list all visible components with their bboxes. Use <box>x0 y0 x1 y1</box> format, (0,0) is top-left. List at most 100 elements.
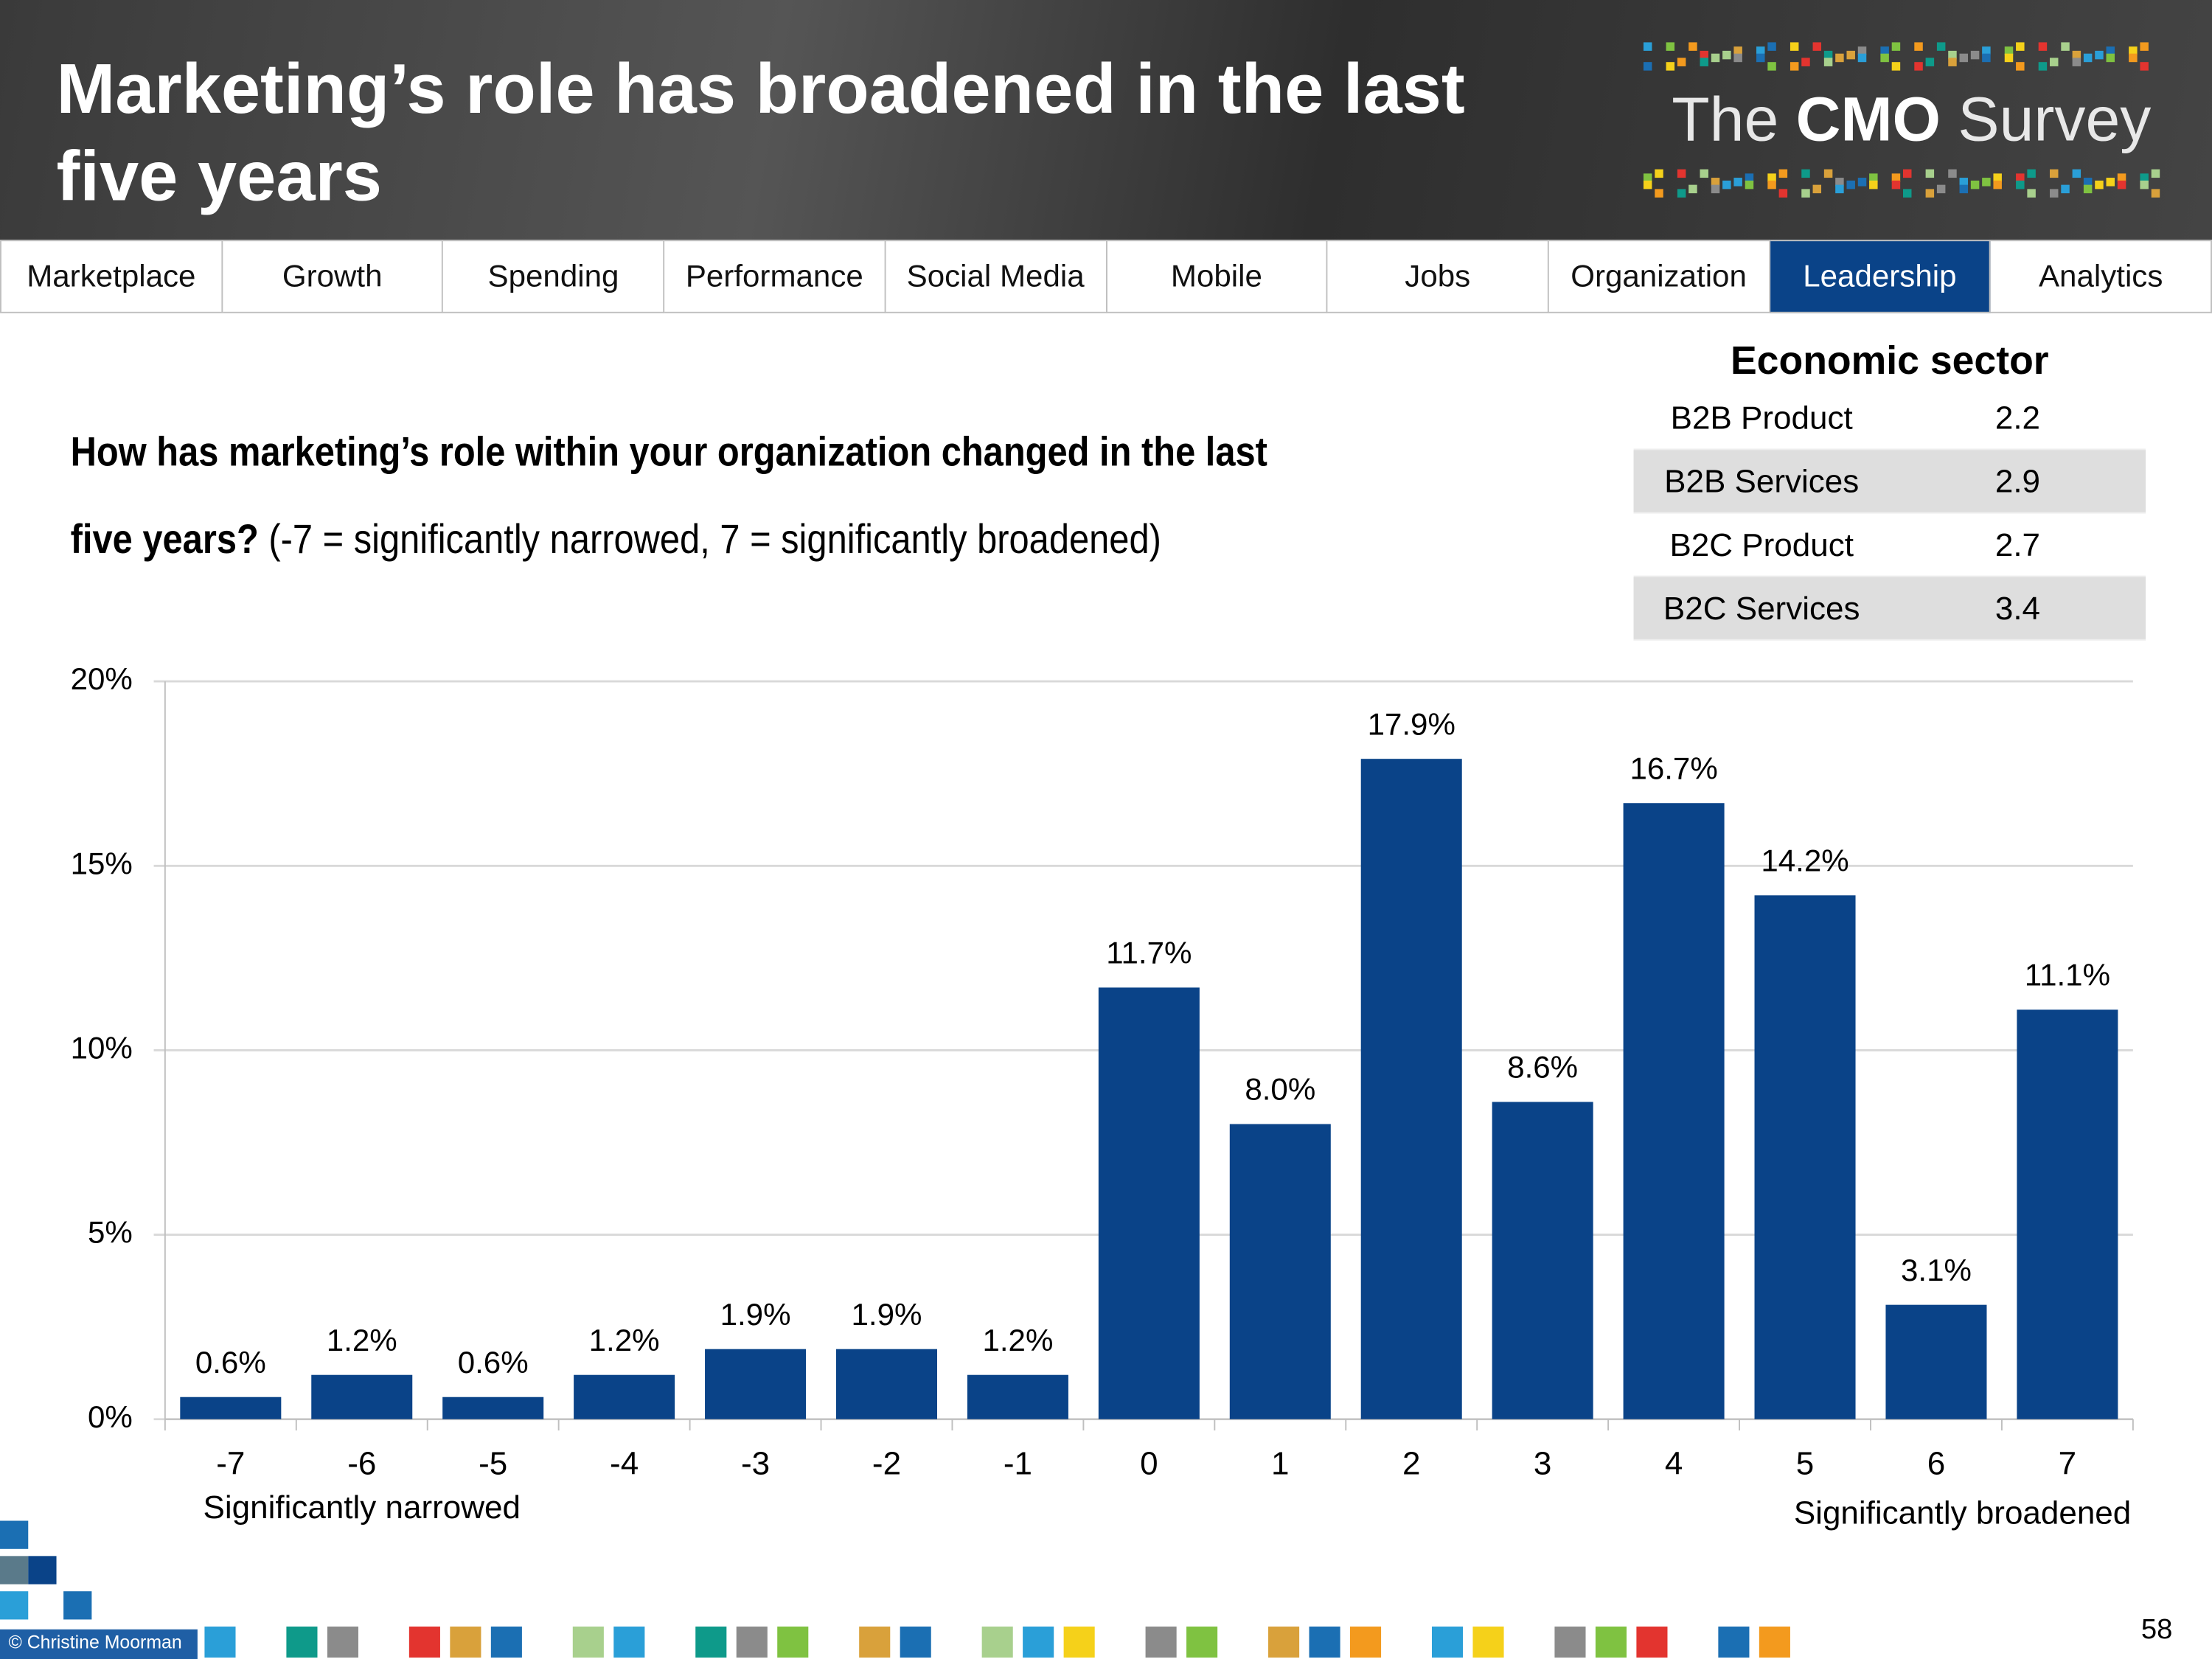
nav-tab[interactable]: Performance <box>664 240 886 313</box>
pixel <box>1857 46 1867 55</box>
y-tick-label: 0% <box>88 1399 133 1434</box>
nav-tab[interactable]: Social Media <box>886 240 1107 313</box>
x-tick-label: 5 <box>1796 1446 1814 1482</box>
pixel <box>1688 42 1697 51</box>
sector-table: Economic sector B2B Product 2.2 B2B Servic… <box>1633 330 2146 641</box>
pixel <box>2038 62 2048 71</box>
pixel <box>1869 180 1878 189</box>
pixel <box>1186 1627 1218 1658</box>
slide-title: Marketing’s role has broadened in the la… <box>56 49 1465 216</box>
pixel <box>1778 189 1788 198</box>
x-tick-label: -5 <box>479 1446 507 1482</box>
pixel <box>2027 189 2036 198</box>
pixel <box>1993 173 2002 182</box>
pixel <box>1925 189 1935 198</box>
pixel <box>1756 53 1765 63</box>
pixel <box>1903 169 1912 178</box>
bar <box>1885 1304 1987 1419</box>
table-title: Economic sector <box>1730 338 2049 383</box>
bar <box>574 1374 675 1419</box>
pixel <box>1472 1627 1504 1658</box>
nav-tab[interactable]: Jobs <box>1327 240 1549 313</box>
pixel <box>2083 178 2093 187</box>
axis-annotation: Significantly broadened <box>1794 1495 2131 1531</box>
question-bold: How has marketing’s role within your org… <box>70 430 1267 563</box>
pixel <box>1722 50 1731 60</box>
data-label: 0.6% <box>195 1345 266 1380</box>
pixel <box>1643 42 1652 51</box>
nav-tab[interactable]: Growth <box>222 240 444 313</box>
pixel <box>28 1556 57 1585</box>
x-tick-label: 3 <box>1534 1446 1551 1482</box>
x-tick-label: -1 <box>1004 1446 1032 1482</box>
pixel <box>1790 42 1799 51</box>
pixel <box>1790 62 1799 71</box>
pixel <box>1812 184 1822 194</box>
pixel <box>1903 189 1912 198</box>
pixel <box>1982 53 1991 63</box>
pixel <box>1636 1627 1668 1658</box>
logo: The CMO Survey <box>1672 85 2151 154</box>
x-tick-label: -6 <box>347 1446 376 1482</box>
pixel <box>0 1520 29 1549</box>
bar <box>835 1349 937 1419</box>
data-label: 8.6% <box>1507 1050 1578 1085</box>
cell-label: B2B Services <box>1664 462 1860 499</box>
nav-tab[interactable]: Organization <box>1548 240 1770 313</box>
pixel <box>1948 169 1957 178</box>
pixel <box>1891 62 1901 71</box>
pixel <box>1722 180 1731 189</box>
data-label: 17.9% <box>1368 706 1455 741</box>
pixel <box>1666 42 1675 51</box>
pixel <box>1823 169 1833 178</box>
pixel <box>2049 58 2059 66</box>
pixel <box>63 1591 92 1620</box>
pixel <box>408 1627 440 1658</box>
pixel <box>1431 1627 1464 1658</box>
pixel <box>1982 46 1991 55</box>
bar <box>705 1349 807 1419</box>
pixel <box>1745 180 1754 189</box>
pixel <box>695 1627 727 1658</box>
pixel <box>1063 1627 1095 1658</box>
nav-tab[interactable]: Analytics <box>1991 240 2212 313</box>
nav-tab[interactable]: Marketplace <box>0 240 223 313</box>
pixel <box>1857 53 1867 63</box>
y-tick-label: 20% <box>71 661 133 696</box>
pixel <box>1823 58 1833 66</box>
nav-tab[interactable]: Mobile <box>1106 240 1328 313</box>
nav-tab[interactable]: Spending <box>443 240 665 313</box>
pixel <box>1948 58 1957 66</box>
pixel <box>736 1627 768 1658</box>
data-label: 1.9% <box>852 1297 922 1332</box>
pixel <box>1145 1627 1177 1658</box>
pixel <box>2049 189 2059 198</box>
pixel <box>1700 50 1708 60</box>
pixel <box>1914 62 1923 71</box>
logo-word: The <box>1672 85 1778 154</box>
pixel <box>1745 173 1754 182</box>
cell-value: 2.7 <box>1994 525 2041 563</box>
cell-label: B2B Product <box>1670 398 1853 436</box>
data-label: 14.2% <box>1761 843 1848 877</box>
pixel <box>1835 53 1844 63</box>
pixel <box>2129 53 2138 63</box>
bar <box>1098 987 1200 1419</box>
pixel <box>327 1627 358 1658</box>
pixel <box>1891 173 1901 182</box>
pixel <box>1993 180 2002 189</box>
pixel <box>2117 173 2126 182</box>
pixel <box>1891 42 1901 51</box>
x-tick-label: -4 <box>610 1446 639 1482</box>
bar <box>1623 803 1725 1419</box>
x-tick-label: -2 <box>872 1446 901 1482</box>
x-tick-label: 1 <box>1271 1446 1289 1482</box>
cell-value: 2.2 <box>1994 398 2041 436</box>
nav-tab[interactable]: Leadership <box>1770 240 1992 313</box>
pixel <box>1846 180 1855 189</box>
pixel <box>981 1627 1013 1658</box>
pixel <box>1767 180 1776 189</box>
x-tick-label: 0 <box>1140 1446 1158 1482</box>
